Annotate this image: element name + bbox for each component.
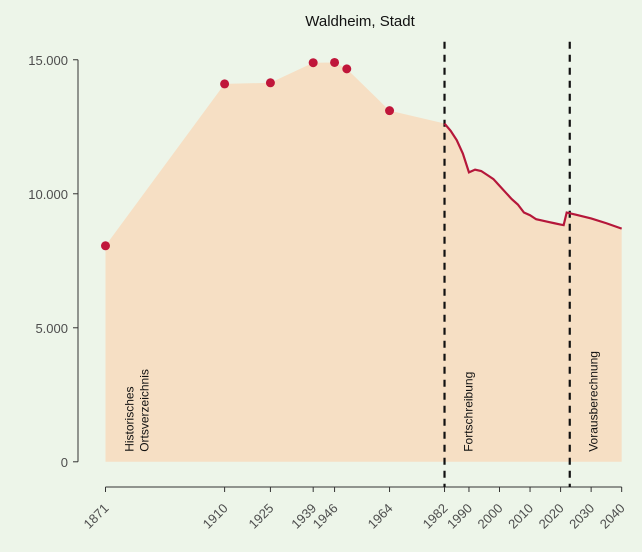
period-label: Ortsverzeichnis <box>137 369 151 452</box>
data-point <box>100 241 110 251</box>
chart-title: Waldheim, Stadt <box>305 13 415 30</box>
y-tick-label: 5.000 <box>35 321 68 336</box>
line <box>443 122 623 230</box>
data-point <box>342 64 352 74</box>
data-point <box>385 106 395 116</box>
period-label: Vorausberechnung <box>587 351 601 452</box>
y-tick-label: 0 <box>61 455 68 470</box>
y-tick-label: 15.000 <box>28 53 68 68</box>
period-label: Fortschreibung <box>462 372 476 452</box>
data-point <box>330 57 340 67</box>
area <box>105 62 622 462</box>
data-point <box>220 79 230 89</box>
data-point <box>308 58 318 68</box>
y-tick-label: 10.000 <box>28 187 68 202</box>
period-label: Historisches <box>122 386 136 451</box>
data-point <box>265 78 275 88</box>
